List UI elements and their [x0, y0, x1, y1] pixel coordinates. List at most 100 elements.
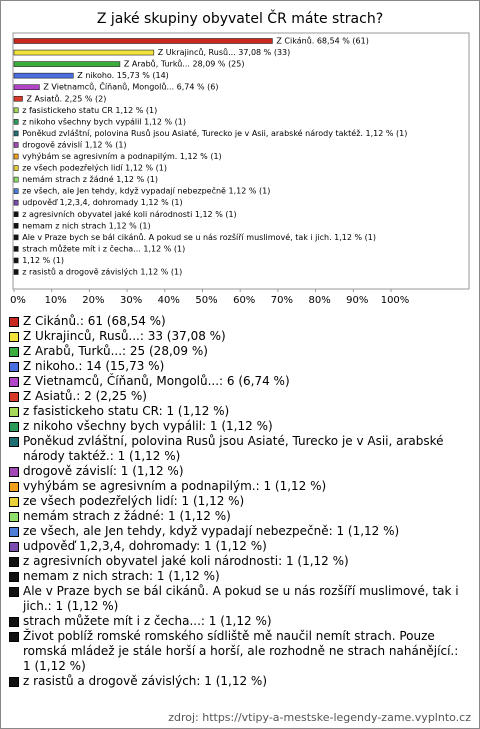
- legend-label: Ale v Praze bych se bál cikánů. A pokud …: [23, 584, 459, 613]
- legend-swatch: [9, 542, 19, 552]
- bar: [13, 84, 40, 90]
- bar: [13, 119, 19, 125]
- legend-label: vyhýbám se agresivním a podnapilým.: 1 (…: [23, 479, 327, 493]
- x-tick-label: 50%: [195, 295, 217, 306]
- legend-label: strach můžete mít i z čecha...: 1 (1,12 …: [23, 614, 272, 628]
- bar: [13, 153, 19, 160]
- value-label: udpověď 1,2,3,4, dohromady 1,12 % (1): [22, 198, 182, 207]
- legend-swatch: [9, 422, 19, 432]
- value-label: strach můžete mít i z čecha... 1,12 % (1…: [22, 243, 185, 253]
- bar: [13, 95, 23, 102]
- legend-swatch: [9, 497, 19, 507]
- legend-item: Z Vietnamců, Číňanů, Mongolů...: 6 (6,74…: [9, 374, 464, 389]
- legend-item: strach můžete mít i z čecha...: 1 (1,12 …: [9, 614, 464, 629]
- legend-label: z nikoho všechny bych vypálil: 1 (1,12 %…: [23, 419, 273, 433]
- legend-label: z rasistů a drogově závislých: 1 (1,12 %…: [23, 674, 268, 688]
- legend-item: ze všech, ale Jen tehdy, když vypadají n…: [9, 524, 464, 539]
- legend-label: Z Asiatů.: 2 (2,25 %): [23, 389, 147, 403]
- legend-swatch: [9, 587, 19, 597]
- value-label: nemam z nich strach 1,12 % (1): [22, 221, 150, 230]
- bar: [13, 165, 19, 171]
- bar: [13, 130, 19, 137]
- plot-area: [12, 32, 470, 290]
- value-label: drogově závislí 1,12 % (1): [22, 140, 126, 149]
- chart-title: Z jaké skupiny obyvatel ČR máte strach?: [97, 9, 383, 27]
- bar: [13, 269, 19, 275]
- legend-swatch: [9, 632, 19, 642]
- legend-item: z agresivních obyvatel jaké koli národno…: [9, 554, 464, 569]
- legend-label: ze všech, ale Jen tehdy, když vypadají n…: [23, 524, 400, 538]
- bar: [13, 61, 121, 67]
- bar: [13, 211, 19, 218]
- x-tick-label: 0%: [10, 295, 26, 306]
- legend-label: Z Vietnamců, Číňanů, Mongolů...: 6 (6,74…: [23, 374, 290, 388]
- legend-item: z fasistickeho statu CR: 1 (1,12 %): [9, 404, 464, 419]
- value-label: Ale v Praze bych se bál cikánů. A pokud …: [22, 232, 376, 242]
- legend-item: z nikoho všechny bych vypálil: 1 (1,12 %…: [9, 419, 464, 434]
- x-tick-label: 30%: [120, 295, 142, 306]
- value-label: Z Cikánů. 68,54 % (61): [276, 36, 368, 46]
- legend-label: drogově závislí: 1 (1,12 %): [23, 464, 184, 478]
- bar: [13, 199, 19, 206]
- legend-swatch: [9, 677, 19, 687]
- x-tick-label: 90%: [346, 295, 368, 306]
- bar: [13, 142, 19, 148]
- value-label: Z Vietnamců, Číňanů, Mongolů... 6,74 % (…: [43, 81, 218, 92]
- legend-item: Z nikoho.: 14 (15,73 %): [9, 359, 464, 374]
- legend-label: nemam z nich strach: 1 (1,12 %): [23, 569, 220, 583]
- legend-swatch: [9, 557, 19, 567]
- value-label: Z Asiatů. 2,25 % (2): [26, 93, 106, 103]
- x-tick-label: 70%: [271, 295, 293, 306]
- legend-label: z agresivních obyvatel jaké koli národno…: [23, 554, 349, 568]
- x-tick-label: 60%: [233, 295, 255, 306]
- value-label: Z nikoho. 15,73 % (14): [77, 71, 168, 80]
- value-label: z nikoho všechny bych vypálil 1,12 % (1): [22, 116, 186, 126]
- legend-label: Z nikoho.: 14 (15,73 %): [23, 359, 165, 373]
- bar: [13, 107, 19, 114]
- x-tick-label: 80%: [308, 295, 330, 306]
- legend-label: udpověď 1,2,3,4, dohromady: 1 (1,12 %): [23, 539, 267, 553]
- legend-swatch: [9, 527, 19, 537]
- legend-swatch: [9, 407, 19, 417]
- legend: Z Cikánů.: 61 (68,54 %) Z Ukrajinců, Rusů…: [9, 314, 464, 689]
- legend-swatch: [9, 617, 19, 627]
- legend-item: Z Arabů, Turků...: 25 (28,09 %): [9, 344, 464, 359]
- bar: [13, 49, 155, 56]
- legend-swatch: [9, 347, 19, 357]
- legend-swatch: [9, 317, 19, 327]
- bar: [13, 234, 19, 241]
- legend-label: Z Cikánů.: 61 (68,54 %): [23, 314, 166, 328]
- legend-item: ze všech podezřelých lidí: 1 (1,12 %): [9, 494, 464, 509]
- value-label: ze všech podezřelých lidí 1,12 % (1): [22, 163, 167, 173]
- value-label: Z Ukrajinců, Rusů... 37,08 % (33): [158, 47, 290, 57]
- value-label: Poněkud zvláštní, polovina Rusů jsou Asi…: [22, 128, 407, 138]
- x-tick-label: 20%: [82, 295, 104, 306]
- legend-item: Z Asiatů.: 2 (2,25 %): [9, 389, 464, 404]
- x-tick-label: 40%: [158, 295, 180, 306]
- chart: Z jaké skupiny obyvatel ČR máte strach? …: [10, 9, 470, 306]
- legend-item: udpověď 1,2,3,4, dohromady: 1 (1,12 %): [9, 539, 464, 554]
- value-label: 1,12 % (1): [22, 256, 64, 265]
- value-label: z fasistickeho statu CR 1,12 % (1): [22, 106, 157, 115]
- bar: [13, 72, 74, 79]
- legend-swatch: [9, 332, 19, 342]
- legend-item: nemam z nich strach: 1 (1,12 %): [9, 569, 464, 584]
- legend-item: Ale v Praze bych se bál cikánů. A pokud …: [9, 584, 464, 614]
- legend-label: Život poblíž romské romského sídliště mě…: [23, 629, 459, 673]
- bar: [13, 38, 273, 44]
- legend-item: Poněkud zvláštní, polovina Rusů jsou Asi…: [9, 434, 464, 464]
- legend-swatch: [9, 467, 19, 477]
- legend-swatch: [9, 512, 19, 522]
- legend-item: vyhýbám se agresivním a podnapilým.: 1 (…: [9, 479, 464, 494]
- legend-item: drogově závislí: 1 (1,12 %): [9, 464, 464, 479]
- bar: [13, 188, 19, 194]
- legend-label: Z Ukrajinců, Rusů...: 33 (37,08 %): [23, 329, 226, 343]
- value-label: nemám strach z žádné 1,12 % (1): [22, 174, 158, 184]
- legend-label: Poněkud zvláštní, polovina Rusů jsou Asi…: [23, 434, 444, 463]
- legend-swatch: [9, 362, 19, 372]
- bar: [13, 246, 19, 252]
- value-label: vyhýbám se agresivním a podnapilým. 1,12…: [22, 152, 221, 161]
- value-label: z agresivních obyvatel jaké koli národno…: [22, 209, 236, 219]
- value-label: ze všech, ale Jen tehdy, když vypadají n…: [22, 186, 270, 196]
